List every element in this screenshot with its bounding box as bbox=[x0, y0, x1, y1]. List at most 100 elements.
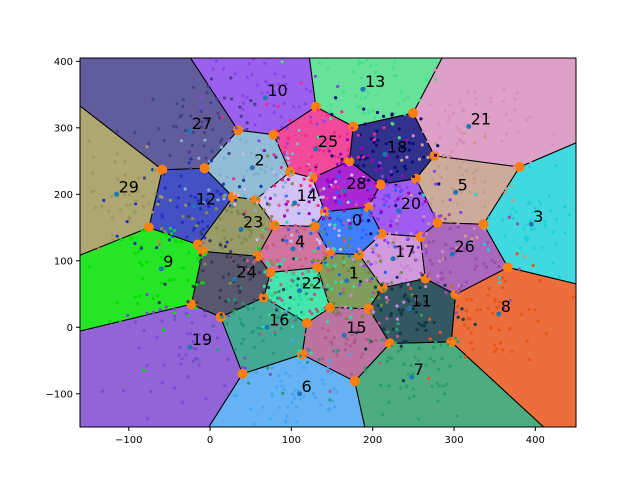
scatter-point bbox=[304, 203, 308, 207]
scatter-point bbox=[100, 389, 104, 393]
scatter-point bbox=[366, 260, 370, 264]
scatter-point bbox=[403, 266, 407, 270]
scatter-point bbox=[180, 400, 184, 405]
scatter-point bbox=[159, 281, 164, 285]
scatter-point bbox=[511, 216, 515, 220]
site-label-6: 6 bbox=[302, 377, 312, 396]
scatter-point bbox=[141, 194, 145, 198]
scatter-point bbox=[268, 313, 272, 317]
scatter-point bbox=[231, 311, 235, 315]
scatter-point bbox=[432, 215, 436, 219]
scatter-point bbox=[186, 375, 190, 379]
scatter-point bbox=[293, 224, 298, 228]
scatter-point bbox=[397, 214, 401, 218]
scatter-point bbox=[280, 298, 284, 302]
scatter-point bbox=[328, 359, 332, 363]
scatter-point bbox=[513, 108, 517, 112]
scatter-point bbox=[397, 136, 401, 140]
scatter-point bbox=[211, 324, 215, 328]
scatter-point bbox=[191, 284, 195, 288]
scatter-point bbox=[249, 407, 253, 411]
scatter-point bbox=[466, 89, 471, 94]
scatter-point bbox=[356, 164, 360, 168]
scatter-point bbox=[241, 301, 245, 305]
scatter-point bbox=[252, 260, 256, 264]
site-point-4 bbox=[290, 246, 296, 252]
scatter-point bbox=[142, 176, 146, 180]
scatter-point bbox=[385, 182, 389, 186]
site-point-16 bbox=[264, 324, 270, 330]
scatter-point bbox=[463, 355, 467, 359]
scatter-point bbox=[314, 396, 318, 400]
scatter-point bbox=[547, 194, 551, 198]
scatter-point bbox=[164, 305, 168, 309]
scatter-point bbox=[261, 325, 265, 329]
scatter-point bbox=[322, 251, 326, 255]
scatter-point bbox=[354, 203, 358, 207]
scatter-point bbox=[224, 299, 228, 304]
scatter-point bbox=[483, 135, 487, 139]
scatter-point bbox=[236, 284, 241, 288]
scatter-point bbox=[250, 231, 254, 235]
scatter-point bbox=[374, 63, 378, 67]
scatter-point bbox=[497, 304, 501, 308]
scatter-point bbox=[264, 80, 268, 84]
scatter-point bbox=[397, 127, 401, 131]
scatter-point bbox=[269, 278, 273, 282]
scatter-point bbox=[246, 197, 250, 201]
scatter-point bbox=[453, 336, 457, 340]
scatter-point bbox=[462, 131, 466, 135]
scatter-point bbox=[253, 201, 257, 206]
scatter-point bbox=[181, 104, 185, 108]
site-point-8 bbox=[496, 311, 502, 317]
scatter-point bbox=[151, 97, 155, 101]
voronoi-vertex bbox=[408, 108, 419, 118]
scatter-point bbox=[199, 230, 203, 234]
scatter-point bbox=[285, 414, 289, 418]
scatter-point bbox=[219, 145, 223, 149]
scatter-point bbox=[162, 173, 166, 177]
scatter-point bbox=[391, 66, 395, 70]
scatter-point bbox=[498, 341, 503, 345]
voronoi-vertex bbox=[325, 302, 335, 313]
scatter-point bbox=[270, 392, 274, 396]
scatter-point bbox=[404, 138, 408, 142]
scatter-point bbox=[160, 381, 165, 385]
scatter-point bbox=[386, 298, 390, 302]
scatter-point bbox=[172, 311, 177, 315]
scatter-point bbox=[153, 168, 157, 172]
scatter-point bbox=[122, 389, 126, 393]
scatter-point bbox=[265, 189, 270, 193]
scatter-point bbox=[268, 417, 272, 421]
scatter-point bbox=[210, 260, 214, 264]
scatter-point bbox=[527, 358, 531, 362]
site-point-2 bbox=[249, 165, 255, 171]
scatter-point bbox=[238, 254, 242, 258]
scatter-point bbox=[216, 336, 220, 340]
scatter-point bbox=[181, 215, 185, 219]
voronoi-vertex bbox=[348, 121, 359, 132]
scatter-point bbox=[365, 156, 369, 160]
scatter-point bbox=[297, 302, 301, 307]
scatter-point bbox=[500, 276, 505, 280]
scatter-point bbox=[71, 227, 74, 230]
scatter-point bbox=[309, 297, 314, 301]
scatter-point bbox=[491, 311, 495, 315]
scatter-point bbox=[242, 175, 246, 179]
voronoi-vertex bbox=[268, 129, 279, 140]
scatter-point bbox=[263, 170, 267, 174]
scatter-point bbox=[456, 339, 460, 343]
scatter-point bbox=[260, 53, 263, 56]
scatter-point bbox=[418, 302, 422, 306]
scatter-point bbox=[282, 258, 286, 262]
scatter-point bbox=[329, 287, 333, 291]
scatter-point bbox=[119, 208, 123, 212]
scatter-point bbox=[483, 132, 487, 137]
scatter-point bbox=[150, 210, 154, 214]
scatter-point bbox=[503, 279, 507, 283]
scatter-point bbox=[268, 196, 272, 201]
scatter-point bbox=[145, 292, 149, 297]
scatter-point bbox=[214, 59, 218, 63]
